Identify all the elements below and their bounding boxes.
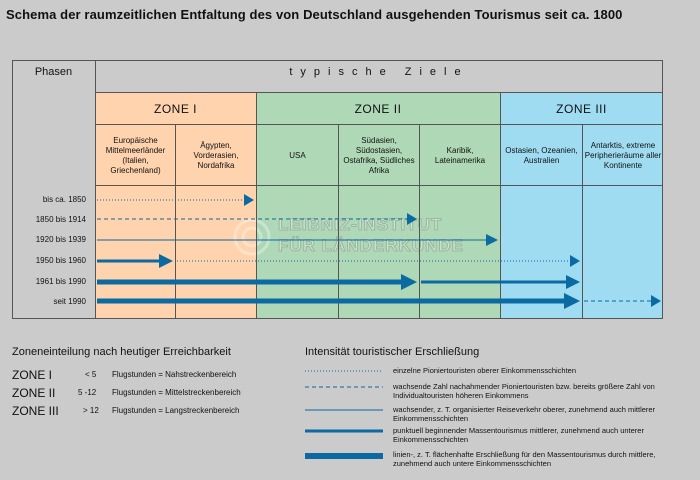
column-divider: [419, 124, 420, 319]
phase-arrow-head: [564, 293, 580, 309]
ziele-header: typische Ziele: [289, 66, 469, 78]
legend-item: punktuell beginnender Massentourismus mi…: [305, 426, 700, 444]
legend-item: wachsende Zahl nachahmender Pioniertouri…: [305, 382, 700, 400]
destination-5: Karibik, Lateinamerika: [434, 146, 486, 165]
column-divider: [256, 92, 257, 319]
column-divider: [175, 124, 176, 319]
destination-6: Ostasien, Ozeanien, Australien: [505, 146, 578, 165]
legend-text: punktuell beginnender Massentourismus mi…: [393, 426, 644, 444]
legend-line-thin: [305, 409, 383, 411]
legend-text: einzelne Pioniertouristen oberer Einkomm…: [393, 366, 577, 375]
zone-row-text: Flugstunden = Mittelstreckenbereich: [112, 388, 241, 397]
destination-3: USA: [289, 151, 306, 160]
table-frame: [12, 60, 663, 319]
legend-line-heavy: [305, 453, 383, 459]
column-divider: [338, 124, 339, 319]
legend-text: wachsende Zahl nachahmender Pioniertouri…: [393, 382, 655, 400]
phasen-header: Phasen: [34, 66, 73, 78]
zone-row-name: ZONE II: [12, 386, 56, 400]
phase-arrow-head: [244, 194, 254, 206]
zone-row-name: ZONE III: [12, 404, 59, 418]
phase-arrow-head: [570, 255, 580, 267]
phase-label: seit 1990: [53, 297, 86, 306]
legend-line-dotted: [305, 370, 383, 372]
zone-row-hours: 5 -12: [78, 388, 97, 397]
header-divider: [95, 92, 663, 93]
zone-row-hours: > 12: [83, 406, 99, 415]
zone-divider: [95, 124, 663, 125]
phase-arrow-head: [566, 275, 580, 289]
destination-4: Südasien, Südostasien, Ostafrika, Südlic…: [343, 136, 415, 175]
zone-1-label: ZONE I: [153, 102, 197, 116]
phase-arrow-head: [159, 254, 173, 268]
zone-row-text: Flugstunden = Langstreckenbereich: [112, 406, 240, 415]
phase-label: 1850 bis 1914: [35, 215, 86, 224]
zone-3-label: ZONE III: [556, 102, 607, 116]
page-title: Schema der raumzeitlichen Entfaltung des…: [6, 7, 623, 22]
legend-line-thick: [305, 429, 383, 433]
watermark-logo-icon: [233, 218, 271, 256]
destination-7: Antarktis, extreme Peripherieräume aller…: [584, 141, 662, 170]
phase-arrow-head: [401, 274, 417, 290]
phase-arrow-head: [486, 234, 498, 246]
legend-item: linien-, z. T. flächenhafte Erschließung…: [305, 450, 700, 468]
phase-label: 1920 bis 1939: [35, 235, 86, 244]
phase-label: 1961 bis 1990: [35, 277, 86, 286]
zone-row-name: ZONE I: [12, 368, 53, 382]
destination-1: Europäische Mittelmeerländer (Italien, G…: [105, 136, 166, 175]
column-divider: [500, 92, 501, 319]
phase-arrow-head: [407, 213, 417, 225]
legend-title: Intensität touristischer Erschließung: [305, 346, 480, 358]
zone-section-title: Zoneneinteilung nach heutiger Erreichbar…: [12, 346, 231, 358]
destination-divider: [95, 185, 663, 186]
zone-2-label: ZONE II: [354, 102, 402, 116]
zone-row-text: Flugstunden = Nahstreckenbereich: [112, 370, 237, 379]
legend-item: einzelne Pioniertouristen oberer Einkomm…: [305, 366, 700, 384]
legend-text: linien-, z. T. flächenhafte Erschließung…: [393, 450, 656, 468]
zone-row-hours: < 5: [85, 370, 97, 379]
legend-line-dashed: [305, 386, 383, 388]
legend-text: wachsender, z. T. organisierter Reisever…: [393, 405, 656, 423]
phase-arrow-head: [651, 295, 661, 307]
legend-item: wachsender, z. T. organisierter Reisever…: [305, 405, 700, 423]
phases-column-divider: [95, 60, 96, 319]
phase-label: bis ca. 1850: [42, 195, 86, 204]
phase-label: 1950 bis 1960: [35, 256, 86, 265]
column-divider: [582, 124, 583, 319]
destination-2: Ägypten, Vorderasien, Nordafrika: [193, 141, 239, 170]
